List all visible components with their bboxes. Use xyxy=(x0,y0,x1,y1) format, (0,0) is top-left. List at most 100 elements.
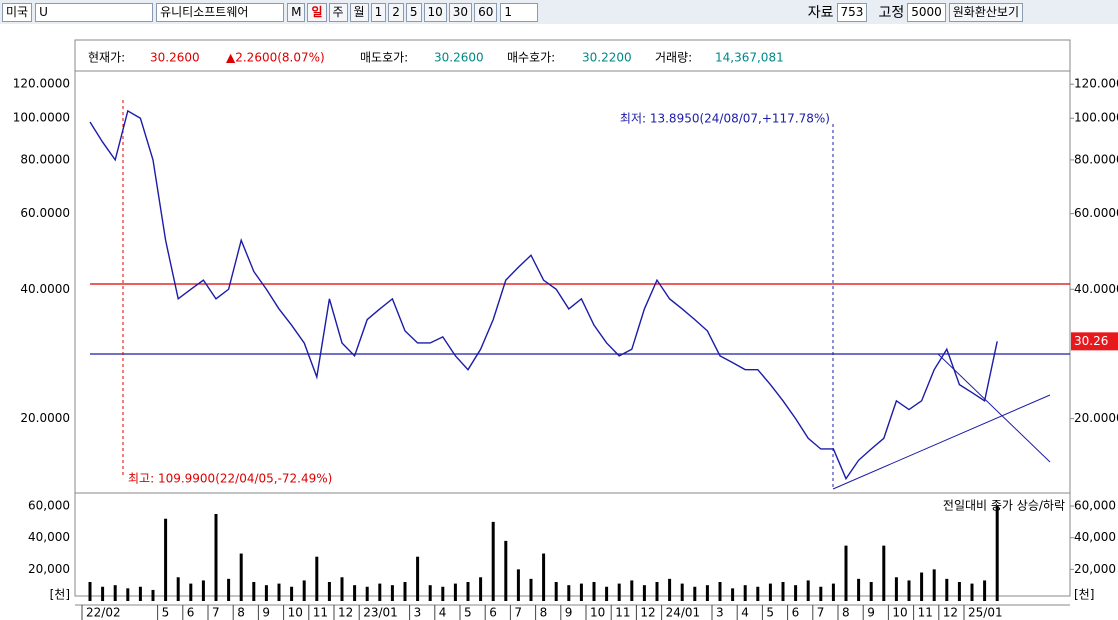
info-label: 현재가: xyxy=(88,51,125,65)
volume-bar xyxy=(894,577,898,601)
x-tick-label: 4 xyxy=(741,606,749,620)
x-tick-label: 10 xyxy=(590,606,605,620)
volume-bar xyxy=(542,553,546,601)
volume-bar xyxy=(957,582,961,601)
x-tick-label: 5 xyxy=(464,606,472,620)
y-tick-label: 40.0000 xyxy=(20,282,70,296)
x-tick-label: 8 xyxy=(540,606,548,620)
volume-bar xyxy=(970,583,974,601)
x-tick-label: 12 xyxy=(640,606,655,620)
x-tick-label: 4 xyxy=(439,606,447,620)
volume-bar xyxy=(907,580,911,601)
period-buttons: M 일 주 월 1 2 5 10 30 60 xyxy=(287,2,498,22)
volume-bar xyxy=(630,580,634,601)
volume-bar xyxy=(668,578,672,601)
volume-bar xyxy=(428,585,432,601)
period-button[interactable]: 30 xyxy=(448,2,473,22)
volume-bar xyxy=(579,583,583,601)
convert-button[interactable]: 원화환산보기 xyxy=(948,2,1023,22)
period-button[interactable]: M xyxy=(287,2,306,22)
period-button[interactable]: 60 xyxy=(474,2,498,22)
x-tick-label: 10 xyxy=(892,606,907,620)
x-tick-label: 11 xyxy=(313,606,328,620)
volume-bar xyxy=(756,586,760,601)
volume-bar xyxy=(781,582,785,601)
volume-bar xyxy=(138,586,142,601)
volume-bar xyxy=(302,580,306,601)
volume-bar xyxy=(390,585,394,601)
y-tick-label: 60,000 xyxy=(28,499,70,513)
volume-bar xyxy=(932,569,936,601)
x-tick-label: 11 xyxy=(615,606,630,620)
trend-line xyxy=(832,394,1051,490)
volume-bar xyxy=(214,513,218,601)
x-tick-label: 9 xyxy=(262,606,270,620)
x-tick-label: 8 xyxy=(842,606,850,620)
x-tick-label: 11 xyxy=(918,606,933,620)
y-tick-label: 60.0000 xyxy=(1074,206,1118,220)
volume-bar xyxy=(441,586,445,601)
stock-name: 유니티소프트웨어 xyxy=(156,2,285,22)
period-button[interactable]: 주 xyxy=(328,2,348,22)
volume-bar xyxy=(353,585,357,601)
data-count[interactable]: 753 xyxy=(836,2,868,22)
volume-bar xyxy=(201,580,205,601)
x-tick-label: 5 xyxy=(162,606,170,620)
info-value: 30.2600 xyxy=(434,51,484,65)
volume-bar xyxy=(705,585,709,601)
x-tick-label: 23/01 xyxy=(363,606,398,620)
volume-bar xyxy=(164,518,168,601)
x-tick-label: 7 xyxy=(514,606,522,620)
frame xyxy=(74,39,1071,597)
x-tick-label: 25/01 xyxy=(968,606,1003,620)
period-button[interactable]: 10 xyxy=(423,2,447,22)
fixed-value[interactable]: 5000 xyxy=(907,2,946,22)
x-tick-label: 5 xyxy=(766,606,774,620)
volume-bar xyxy=(479,577,483,601)
volume-bar xyxy=(693,586,697,601)
period-button[interactable]: 일 xyxy=(307,2,327,22)
x-tick-label: 24/01 xyxy=(666,606,701,620)
info-label: 거래량: xyxy=(655,51,692,65)
x-tick-label: 7 xyxy=(212,606,220,620)
period-button[interactable]: 5 xyxy=(405,2,422,22)
volume-bar xyxy=(504,540,508,601)
volume-bar xyxy=(227,578,231,601)
volume-bar xyxy=(264,585,268,601)
low-annotation: 최저: 13.8950(24/08/07,+117.78%) xyxy=(620,112,830,126)
info-label: 매수호가: xyxy=(507,51,555,65)
volume-bar xyxy=(554,582,558,601)
period-button[interactable]: 1 xyxy=(370,2,387,22)
y-tick-label: 80.0000 xyxy=(20,152,70,166)
x-tick-label: 6 xyxy=(187,606,195,620)
x-tick-label: 22/02 xyxy=(86,606,121,620)
volume-bar xyxy=(718,582,722,601)
x-tick-label: 6 xyxy=(792,606,800,620)
info-value: 30.2200 xyxy=(582,51,632,65)
x-tick-label: 12 xyxy=(338,606,353,620)
volume-bar xyxy=(567,585,571,601)
y-tick-label: 120.0000 xyxy=(13,77,70,91)
period-button[interactable]: 2 xyxy=(388,2,404,22)
period-input[interactable]: 1 xyxy=(500,2,539,22)
volume-bar xyxy=(126,588,130,601)
volume-bar xyxy=(327,582,331,601)
y-tick-label: 40,000 xyxy=(28,530,70,544)
price-line xyxy=(89,109,998,481)
info-change: ▲2.2600(8.07%) xyxy=(226,51,325,65)
market[interactable]: 미국 xyxy=(2,2,33,22)
volume-bar xyxy=(983,580,987,601)
volume-title: 전일대비 종가 상승/하락 xyxy=(943,499,1065,513)
data-label: 자료 xyxy=(807,5,834,21)
period-button[interactable]: 월 xyxy=(349,2,369,22)
symbol-input[interactable]: U xyxy=(35,2,154,22)
volume-bar xyxy=(277,583,281,601)
volume-bar xyxy=(995,506,999,601)
volume-bar xyxy=(869,582,873,601)
volume-unit: [천] xyxy=(50,587,70,602)
x-tick-label: 3 xyxy=(414,606,422,620)
y-tick-label: 100.0000 xyxy=(13,111,70,125)
volume-bar xyxy=(844,545,848,601)
volume-bar xyxy=(516,569,520,601)
